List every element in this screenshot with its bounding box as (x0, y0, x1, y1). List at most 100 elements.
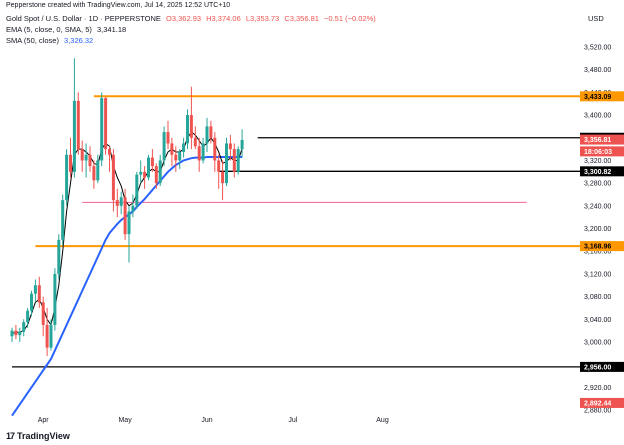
candle-body (228, 143, 232, 150)
candle-body (76, 100, 80, 150)
y-tick-label: 2,880.00 (584, 408, 611, 415)
candle-body (22, 322, 26, 332)
candle-body (57, 239, 61, 274)
candle-body (65, 154, 69, 201)
ohlc-change: −0.51 (−0.02%) (324, 14, 376, 23)
sma-label: SMA (50, close) (6, 36, 59, 45)
y-tick-label: 3,520.00 (584, 45, 611, 52)
candle-body (131, 205, 135, 212)
candle-body (232, 149, 236, 172)
y-tick-label: 3,400.00 (584, 113, 611, 120)
candle-body (84, 154, 88, 161)
candle-body (30, 293, 33, 311)
candle-body (174, 154, 178, 161)
candle-body (53, 273, 57, 325)
candle-body (69, 154, 72, 172)
candle-body (205, 126, 209, 144)
price-badge-label: 18:06:03 (584, 149, 612, 156)
candle-body (201, 143, 205, 161)
candle-body (92, 166, 96, 181)
y-tick-label: 3,080.00 (584, 294, 611, 301)
ema-line (11, 131, 243, 334)
price-level-badge (580, 91, 624, 102)
candle-body (33, 285, 37, 294)
chart-credit: Pepperstone created with TradingView.com… (6, 2, 231, 9)
candle-body (162, 132, 166, 161)
candle-body (143, 171, 147, 178)
candle-body (108, 149, 111, 155)
candle-body (209, 126, 213, 138)
price-badge-label: 2,892.44 (584, 401, 611, 408)
candle-body (170, 143, 174, 155)
sma-legend[interactable]: SMA (50, close) 3,326.32 (6, 36, 96, 45)
ema-legend[interactable]: EMA (5, close, 0, SMA, 5) 3,341.18 (6, 25, 129, 34)
candle-body (119, 197, 123, 206)
currency-label: USD (588, 14, 604, 23)
candle-body (104, 98, 108, 150)
y-tick-label: 3,480.00 (584, 67, 611, 74)
tradingview-logo-text: TradingView (17, 431, 70, 441)
candle-body (111, 154, 115, 201)
price-level-label: 3,433.09 (584, 94, 611, 101)
candle-body (197, 146, 201, 161)
y-tick-label: 3,040.00 (584, 317, 611, 324)
price-badge (580, 397, 624, 408)
symbol-legend[interactable]: Gold Spot / U.S. Dollar · 1D · PEPPERSTO… (6, 14, 379, 23)
candle-body (96, 160, 100, 181)
candle-body (186, 115, 189, 144)
y-tick-label: 3,000.00 (584, 339, 611, 346)
sma-value: 3,326.32 (64, 36, 94, 45)
x-tick-label: Jul (288, 417, 297, 424)
candle-body (88, 154, 92, 167)
candle-body (127, 211, 131, 235)
candle-body (139, 171, 143, 175)
ohlc-low: L3,353.73 (245, 14, 280, 23)
price-level-badge (580, 241, 624, 252)
candle-body (18, 331, 22, 336)
candle-body (123, 197, 127, 235)
price-badge-label: 3,356.81 (584, 137, 611, 144)
candle-body (217, 160, 221, 172)
y-tick-label: 2,920.00 (584, 385, 611, 392)
ema-label: EMA (5, close, 0, SMA, 5) (6, 25, 92, 34)
ema-value: 3,341.18 (96, 25, 127, 34)
candle-body (154, 166, 158, 184)
y-tick-label: 3,160.00 (584, 249, 611, 256)
candle-body (213, 137, 217, 161)
candle-body (178, 151, 182, 161)
y-tick-label: 3,200.00 (584, 226, 611, 233)
price-level-label: 2,956.00 (584, 364, 611, 371)
candle-body (10, 330, 14, 337)
price-badge (580, 134, 624, 145)
y-tick-label: 3,280.00 (584, 181, 611, 188)
ohlc-open: O3,362.93 (166, 14, 202, 23)
y-tick-label: 3,120.00 (584, 271, 611, 278)
candle-body (221, 171, 225, 184)
candle-body (189, 115, 193, 138)
tradingview-logo[interactable]: 17 TradingView (6, 431, 70, 441)
candle-body (61, 200, 65, 240)
candle-body (182, 143, 186, 152)
ohlc-high: H3,374.06 (206, 14, 241, 23)
x-tick-label: May (118, 417, 132, 424)
candle-body (72, 100, 76, 172)
candle-body (115, 200, 119, 206)
x-tick-label: Aug (376, 417, 389, 424)
candle-body (225, 143, 228, 184)
x-tick-label: Apr (38, 417, 50, 424)
candle-body (147, 157, 150, 178)
candle-body (240, 140, 244, 150)
symbol-title: Gold Spot / U.S. Dollar · 1D · PEPPERSTO… (6, 14, 161, 23)
candle-body (135, 174, 139, 206)
y-tick-label: 3,320.00 (584, 158, 611, 165)
candle-body (166, 132, 170, 144)
tradingview-icon: 17 (6, 431, 15, 441)
price-level-label: 3,168.96 (584, 244, 611, 251)
candle-body (150, 157, 154, 167)
candle-body (80, 149, 84, 161)
candle-body (26, 310, 30, 323)
candle-body (14, 330, 18, 336)
x-tick-label: Jun (201, 417, 212, 424)
candle-body (37, 285, 41, 303)
